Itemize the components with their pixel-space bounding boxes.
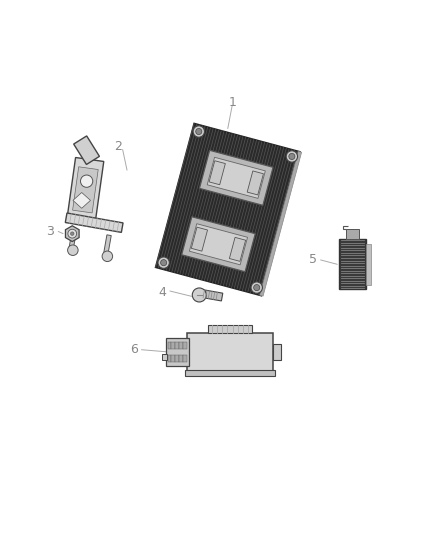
Polygon shape <box>207 157 265 198</box>
Text: 4: 4 <box>158 286 166 300</box>
Bar <box>180 342 183 349</box>
Bar <box>162 354 166 360</box>
Polygon shape <box>73 167 98 213</box>
Polygon shape <box>103 235 111 255</box>
Circle shape <box>68 229 77 238</box>
Polygon shape <box>65 213 123 232</box>
Polygon shape <box>199 150 273 205</box>
Bar <box>187 333 272 370</box>
Polygon shape <box>189 224 247 265</box>
Circle shape <box>71 232 74 236</box>
Polygon shape <box>247 171 263 195</box>
Circle shape <box>254 285 260 290</box>
Bar <box>180 354 183 361</box>
Bar <box>366 244 371 285</box>
Circle shape <box>161 260 167 266</box>
Bar <box>339 239 366 289</box>
Circle shape <box>158 257 170 268</box>
Bar <box>166 338 188 366</box>
Polygon shape <box>191 227 208 251</box>
Polygon shape <box>74 136 99 165</box>
Circle shape <box>81 175 93 187</box>
Polygon shape <box>65 226 79 241</box>
Circle shape <box>251 282 262 293</box>
Bar <box>346 230 359 239</box>
Bar <box>183 354 187 361</box>
Circle shape <box>193 126 205 137</box>
Polygon shape <box>209 161 225 185</box>
Bar <box>167 354 171 361</box>
Bar <box>175 354 179 361</box>
Polygon shape <box>182 217 255 272</box>
Polygon shape <box>198 289 223 301</box>
Text: 1: 1 <box>228 96 236 109</box>
Polygon shape <box>230 237 246 261</box>
Bar <box>208 325 252 333</box>
Polygon shape <box>260 151 302 296</box>
Polygon shape <box>155 124 300 296</box>
Circle shape <box>192 288 206 302</box>
Circle shape <box>289 154 295 159</box>
Bar <box>175 342 179 349</box>
Text: 5: 5 <box>309 253 317 266</box>
Polygon shape <box>67 158 104 222</box>
Polygon shape <box>73 192 91 208</box>
Circle shape <box>196 128 202 134</box>
Circle shape <box>102 251 113 262</box>
Bar <box>185 370 275 376</box>
Bar <box>171 342 175 349</box>
Text: 6: 6 <box>130 343 138 356</box>
Text: 2: 2 <box>114 140 122 152</box>
Circle shape <box>67 245 78 255</box>
Text: 3: 3 <box>46 225 54 238</box>
Circle shape <box>286 151 297 162</box>
Bar <box>272 344 281 360</box>
Bar <box>183 342 187 349</box>
Polygon shape <box>69 229 77 249</box>
Bar <box>171 354 175 361</box>
Bar <box>167 342 171 349</box>
